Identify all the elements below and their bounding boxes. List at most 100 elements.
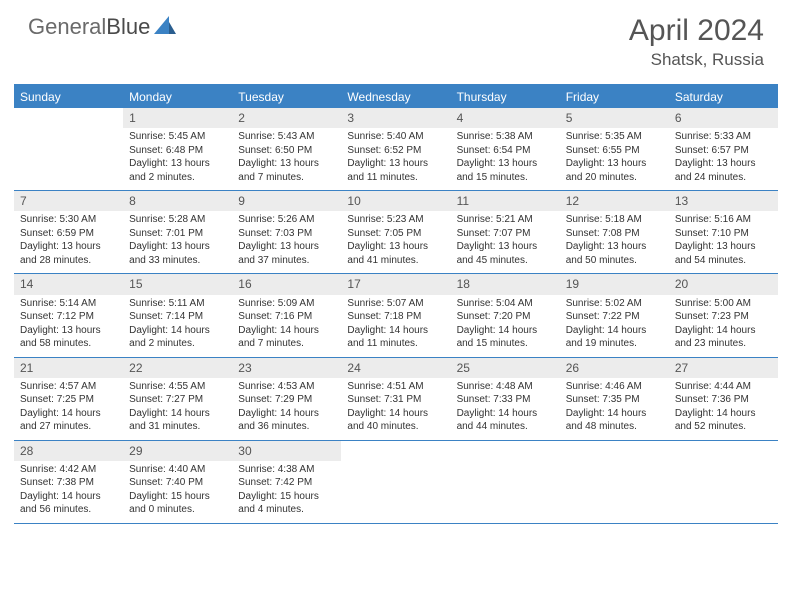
day-dl1: Daylight: 14 hours: [347, 324, 444, 338]
day-cell: 30Sunrise: 4:38 AMSunset: 7:42 PMDayligh…: [232, 441, 341, 523]
day-cell: 5Sunrise: 5:35 AMSunset: 6:55 PMDaylight…: [560, 108, 669, 190]
day-cell: 17Sunrise: 5:07 AMSunset: 7:18 PMDayligh…: [341, 274, 450, 356]
day-dl1: Daylight: 13 hours: [238, 240, 335, 254]
day-cell: 12Sunrise: 5:18 AMSunset: 7:08 PMDayligh…: [560, 191, 669, 273]
day-dl2: and 37 minutes.: [238, 254, 335, 268]
day-dl2: and 24 minutes.: [675, 171, 772, 185]
day-number: 22: [123, 358, 232, 378]
day-number: 20: [669, 274, 778, 294]
day-sunrise: Sunrise: 5:33 AM: [675, 130, 772, 144]
day-sunrise: Sunrise: 4:46 AM: [566, 380, 663, 394]
day-dl2: and 11 minutes.: [347, 337, 444, 351]
month-title: April 2024: [629, 14, 764, 48]
week-row: 21Sunrise: 4:57 AMSunset: 7:25 PMDayligh…: [14, 358, 778, 441]
day-number: [669, 441, 778, 461]
day-dl1: Daylight: 13 hours: [347, 157, 444, 171]
day-dl1: Daylight: 13 hours: [566, 157, 663, 171]
day-sunrise: Sunrise: 5:43 AM: [238, 130, 335, 144]
day-cell: 11Sunrise: 5:21 AMSunset: 7:07 PMDayligh…: [451, 191, 560, 273]
day-dl1: Daylight: 15 hours: [129, 490, 226, 504]
day-sunset: Sunset: 7:35 PM: [566, 393, 663, 407]
day-dl1: Daylight: 13 hours: [20, 240, 117, 254]
day-sunset: Sunset: 7:40 PM: [129, 476, 226, 490]
day-body: Sunrise: 5:45 AMSunset: 6:48 PMDaylight:…: [123, 128, 232, 190]
day-dl1: Daylight: 14 hours: [675, 407, 772, 421]
day-dl1: Daylight: 14 hours: [129, 324, 226, 338]
day-sunset: Sunset: 7:27 PM: [129, 393, 226, 407]
day-sunset: Sunset: 7:22 PM: [566, 310, 663, 324]
day-sunrise: Sunrise: 4:51 AM: [347, 380, 444, 394]
logo-part1: General: [28, 14, 106, 39]
day-sunset: Sunset: 7:07 PM: [457, 227, 554, 241]
day-sunset: Sunset: 6:57 PM: [675, 144, 772, 158]
day-sunrise: Sunrise: 4:38 AM: [238, 463, 335, 477]
day-dl1: Daylight: 13 hours: [20, 324, 117, 338]
day-sunset: Sunset: 7:05 PM: [347, 227, 444, 241]
day-cell: 2Sunrise: 5:43 AMSunset: 6:50 PMDaylight…: [232, 108, 341, 190]
day-empty: [14, 108, 123, 190]
day-number: 8: [123, 191, 232, 211]
day-sunset: Sunset: 6:59 PM: [20, 227, 117, 241]
day-number: 7: [14, 191, 123, 211]
day-body: Sunrise: 5:23 AMSunset: 7:05 PMDaylight:…: [341, 211, 450, 273]
day-body: Sunrise: 5:35 AMSunset: 6:55 PMDaylight:…: [560, 128, 669, 190]
day-dl1: Daylight: 14 hours: [238, 407, 335, 421]
day-number: 28: [14, 441, 123, 461]
day-number: 27: [669, 358, 778, 378]
day-sunset: Sunset: 7:33 PM: [457, 393, 554, 407]
day-sunset: Sunset: 6:48 PM: [129, 144, 226, 158]
day-dl1: Daylight: 14 hours: [457, 324, 554, 338]
weekday-monday: Monday: [123, 86, 232, 108]
day-sunrise: Sunrise: 5:45 AM: [129, 130, 226, 144]
day-body: Sunrise: 4:57 AMSunset: 7:25 PMDaylight:…: [14, 378, 123, 440]
day-dl1: Daylight: 13 hours: [457, 240, 554, 254]
day-sunset: Sunset: 7:29 PM: [238, 393, 335, 407]
day-dl2: and 7 minutes.: [238, 337, 335, 351]
day-cell: 25Sunrise: 4:48 AMSunset: 7:33 PMDayligh…: [451, 358, 560, 440]
day-sunrise: Sunrise: 5:07 AM: [347, 297, 444, 311]
day-body: Sunrise: 5:11 AMSunset: 7:14 PMDaylight:…: [123, 295, 232, 357]
day-sunrise: Sunrise: 5:16 AM: [675, 213, 772, 227]
day-sunrise: Sunrise: 5:30 AM: [20, 213, 117, 227]
day-number: 3: [341, 108, 450, 128]
day-sunset: Sunset: 7:25 PM: [20, 393, 117, 407]
day-body: Sunrise: 4:44 AMSunset: 7:36 PMDaylight:…: [669, 378, 778, 440]
day-dl1: Daylight: 14 hours: [129, 407, 226, 421]
day-dl2: and 15 minutes.: [457, 171, 554, 185]
day-sunrise: Sunrise: 4:53 AM: [238, 380, 335, 394]
title-block: April 2024 Shatsk, Russia: [629, 14, 764, 70]
day-dl1: Daylight: 14 hours: [238, 324, 335, 338]
day-sunset: Sunset: 7:03 PM: [238, 227, 335, 241]
day-number: 10: [341, 191, 450, 211]
day-body: Sunrise: 5:00 AMSunset: 7:23 PMDaylight:…: [669, 295, 778, 357]
day-sunrise: Sunrise: 5:14 AM: [20, 297, 117, 311]
logo: GeneralBlue: [28, 14, 176, 40]
day-body: Sunrise: 5:40 AMSunset: 6:52 PMDaylight:…: [341, 128, 450, 190]
day-dl2: and 40 minutes.: [347, 420, 444, 434]
day-dl2: and 11 minutes.: [347, 171, 444, 185]
day-sunrise: Sunrise: 5:26 AM: [238, 213, 335, 227]
day-body: Sunrise: 4:46 AMSunset: 7:35 PMDaylight:…: [560, 378, 669, 440]
day-sunrise: Sunrise: 5:18 AM: [566, 213, 663, 227]
day-sunrise: Sunrise: 5:09 AM: [238, 297, 335, 311]
weekday-saturday: Saturday: [669, 86, 778, 108]
day-body: Sunrise: 5:21 AMSunset: 7:07 PMDaylight:…: [451, 211, 560, 273]
day-dl2: and 41 minutes.: [347, 254, 444, 268]
day-sunset: Sunset: 7:01 PM: [129, 227, 226, 241]
day-cell: 8Sunrise: 5:28 AMSunset: 7:01 PMDaylight…: [123, 191, 232, 273]
day-body: Sunrise: 4:51 AMSunset: 7:31 PMDaylight:…: [341, 378, 450, 440]
day-dl1: Daylight: 13 hours: [675, 240, 772, 254]
day-dl2: and 48 minutes.: [566, 420, 663, 434]
day-sunrise: Sunrise: 5:02 AM: [566, 297, 663, 311]
weekday-wednesday: Wednesday: [341, 86, 450, 108]
day-sunrise: Sunrise: 4:55 AM: [129, 380, 226, 394]
day-sunset: Sunset: 7:31 PM: [347, 393, 444, 407]
day-sunrise: Sunrise: 4:48 AM: [457, 380, 554, 394]
day-empty: [341, 441, 450, 523]
weekday-tuesday: Tuesday: [232, 86, 341, 108]
day-number: 15: [123, 274, 232, 294]
day-dl1: Daylight: 13 hours: [129, 157, 226, 171]
day-empty: [669, 441, 778, 523]
day-dl2: and 7 minutes.: [238, 171, 335, 185]
day-number: 25: [451, 358, 560, 378]
